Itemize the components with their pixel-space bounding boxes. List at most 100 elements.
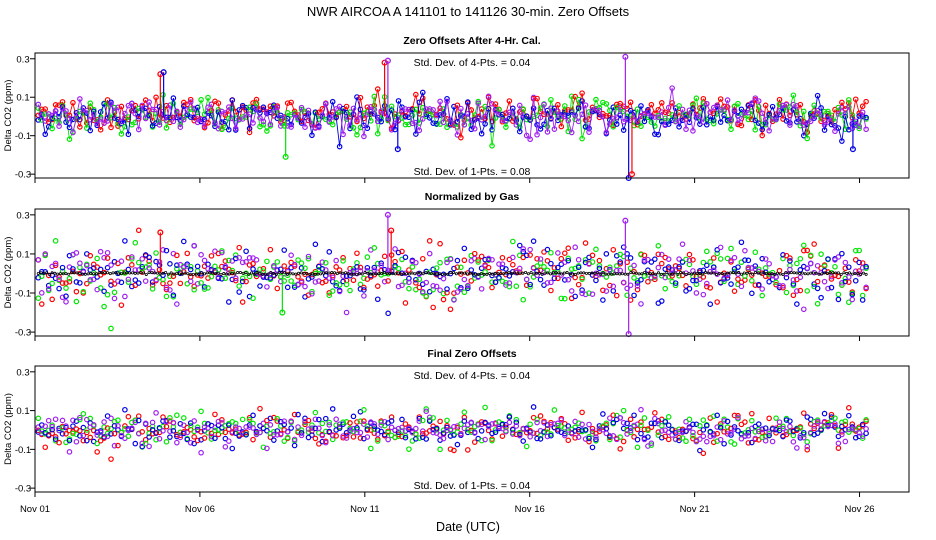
series-line-purple <box>474 103 479 129</box>
data-point-blue <box>697 267 703 274</box>
data-point-red <box>111 281 118 287</box>
mean-point <box>313 272 317 276</box>
data-point-purple <box>620 419 627 426</box>
mean-point <box>742 271 746 275</box>
data-point-red <box>52 262 59 269</box>
mean-point <box>360 272 364 276</box>
data-point-green <box>655 243 662 249</box>
data-point-blue <box>426 115 433 121</box>
data-point-blue <box>814 92 821 99</box>
series-line-purple <box>536 117 541 135</box>
series-line-purple <box>342 116 348 135</box>
data-point-blue <box>468 267 475 273</box>
data-point-purple <box>170 419 177 426</box>
series-line-purple <box>477 103 483 120</box>
data-point-green <box>406 446 412 452</box>
data-point-blue <box>187 266 194 273</box>
series-line-purple <box>668 88 673 108</box>
data-point-green <box>842 418 849 425</box>
data-point-red <box>354 250 360 257</box>
data-point-purple <box>129 425 135 432</box>
series-line-purple <box>456 108 462 135</box>
mean-point <box>388 272 392 276</box>
data-point-purple <box>329 274 336 281</box>
mean-point <box>36 271 40 275</box>
data-point-blue <box>167 261 173 267</box>
data-point-blue <box>49 426 55 433</box>
series-line-purple <box>671 88 677 122</box>
series-line-green <box>491 117 496 146</box>
series-line-green <box>121 126 126 135</box>
data-point-purple <box>371 106 378 113</box>
data-point-red <box>579 409 585 416</box>
data-point-red <box>354 419 360 425</box>
data-point-blue <box>586 435 592 442</box>
mean-point <box>673 271 677 275</box>
data-point-green <box>693 281 700 288</box>
mean-point <box>150 270 154 274</box>
series-line-blue <box>488 108 493 130</box>
data-point-red <box>104 425 111 431</box>
data-point-blue <box>787 258 793 264</box>
series-line-green <box>536 107 541 116</box>
x-tick-label: Nov 26 <box>844 504 874 515</box>
series-line-blue <box>335 116 341 147</box>
mean-point <box>598 272 602 276</box>
data-point-blue <box>842 278 849 285</box>
series-line-blue <box>228 100 233 130</box>
mean-point <box>269 270 273 274</box>
data-point-green <box>544 267 551 274</box>
data-point-purple <box>697 436 703 442</box>
data-point-green <box>167 273 173 280</box>
data-point-green <box>111 289 118 296</box>
series-line-purple <box>529 97 535 140</box>
data-point-purple <box>298 432 305 439</box>
data-point-green <box>416 435 423 441</box>
data-point-purple <box>419 288 426 295</box>
data-point-blue <box>780 252 786 258</box>
data-point-blue <box>686 285 693 292</box>
data-point-red <box>70 99 76 106</box>
mean-point <box>706 271 710 275</box>
data-point-purple <box>461 122 468 128</box>
data-point-blue <box>180 238 187 245</box>
mean-point <box>687 272 691 276</box>
data-point-purple <box>66 115 73 122</box>
data-point-blue <box>322 415 329 422</box>
series-line-blue <box>44 126 50 135</box>
data-point-green <box>191 286 197 293</box>
data-point-blue <box>281 421 288 428</box>
mean-point <box>50 271 54 275</box>
data-point-purple <box>312 416 319 423</box>
mean-point <box>715 272 719 276</box>
data-point-blue <box>846 412 852 419</box>
data-point-blue <box>374 296 381 303</box>
series-line-blue <box>758 122 763 130</box>
mean-point <box>637 272 641 276</box>
data-point-purple <box>38 430 45 437</box>
data-point-blue <box>160 418 166 424</box>
data-point-purple <box>101 254 107 261</box>
mean-point <box>859 272 863 276</box>
data-point-green <box>97 285 104 291</box>
mean-point <box>648 272 652 276</box>
stat-label-4pt: Std. Dev. of 4-Pts. = 0.04 <box>414 370 531 382</box>
data-point-purple <box>66 449 73 455</box>
mean-point <box>828 271 832 275</box>
data-point-purple <box>607 415 613 421</box>
data-point-blue <box>56 285 62 292</box>
data-point-purple <box>194 280 201 287</box>
mean-point <box>726 271 730 275</box>
data-point-purple <box>257 429 263 436</box>
mean-point <box>133 271 137 275</box>
data-point-purple <box>624 285 630 292</box>
series-line-green <box>599 102 604 108</box>
mean-point <box>626 272 630 276</box>
data-point-purple <box>198 449 204 456</box>
series-line-purple <box>356 114 361 121</box>
mean-point <box>596 271 600 275</box>
mean-point <box>142 271 146 275</box>
data-point-green <box>807 252 814 259</box>
mean-point <box>731 271 735 275</box>
